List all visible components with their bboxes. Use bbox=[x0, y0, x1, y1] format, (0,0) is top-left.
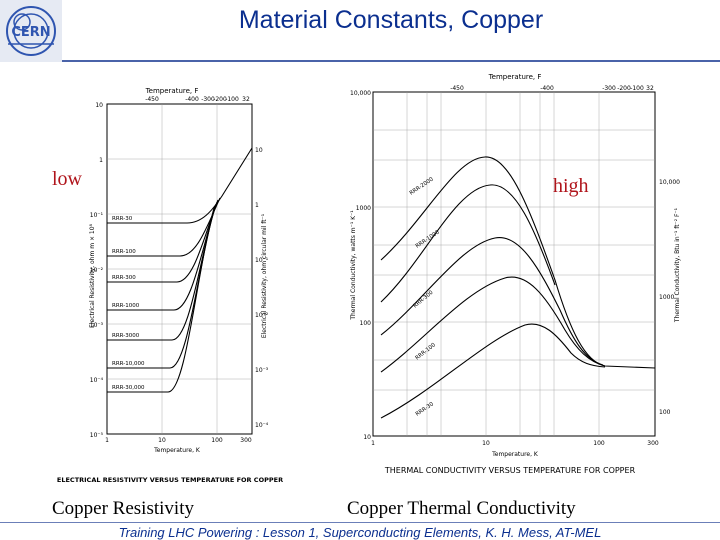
resistivity-curve-label: RRR-3000 bbox=[112, 333, 140, 339]
left-y-tick: 10⁻³ bbox=[90, 322, 104, 329]
footer-rule bbox=[0, 522, 720, 523]
right-y-tick: 1000 bbox=[356, 205, 371, 212]
high-label: high bbox=[553, 175, 589, 197]
left-y-tick: 10⁻¹ bbox=[90, 212, 104, 219]
left-y-tick: 10⁻² bbox=[90, 267, 104, 274]
left-y2-axis-label: Electrical Resistivity, ohm circular mil… bbox=[261, 213, 268, 338]
left-y-tick: 10⁻⁵ bbox=[90, 432, 104, 439]
right-top-tick: -400 bbox=[540, 85, 554, 92]
right-x-tick: 1 bbox=[371, 440, 375, 447]
right-y-tick: 100 bbox=[360, 320, 372, 327]
conductivity-curve-label: RRR-2000 bbox=[409, 176, 435, 196]
right-top-tick: -450 bbox=[450, 85, 464, 92]
title-underline bbox=[62, 60, 720, 62]
left-y2-tick: 10 bbox=[255, 147, 263, 154]
left-x-axis-label: Temperature, K bbox=[153, 447, 201, 454]
left-y2-tick: 10⁻² bbox=[255, 312, 269, 319]
resistivity-figure: Temperature, F -450 -400 -300 -200 -100 … bbox=[57, 87, 283, 484]
left-y2-tick: 10⁻³ bbox=[255, 367, 269, 374]
conductivity-figure: Temperature, F -450 -400 -300 -200 -100 … bbox=[350, 73, 681, 475]
title-bar bbox=[62, 0, 720, 60]
left-top-tick: -100 bbox=[225, 96, 239, 103]
conductivity-curve-label: RRR-300 bbox=[412, 289, 434, 309]
right-y-tick: 10,000 bbox=[350, 90, 371, 97]
conductivity-curve-label: RRR-1000 bbox=[415, 229, 441, 249]
footer-text: Training LHC Powering : Lesson 1, Superc… bbox=[118, 525, 602, 540]
right-y-tick: 10 bbox=[363, 434, 371, 441]
left-y-axis-label: Electrical Resistivity, ohm m × 10⁸ bbox=[89, 223, 96, 327]
left-x-tick: 10 bbox=[158, 437, 166, 444]
left-y-tick: 1 bbox=[99, 157, 103, 164]
left-y-tick: 10⁻⁴ bbox=[90, 377, 104, 384]
conductivity-curve-label: RRR-100 bbox=[415, 342, 438, 362]
right-top-axis-title: Temperature, F bbox=[488, 73, 542, 81]
right-top-tick: -100 bbox=[630, 85, 644, 92]
left-y-tick: 10 bbox=[95, 102, 103, 109]
conductivity-curve-label: RRR-30 bbox=[415, 401, 436, 418]
resistivity-curve-label: RRR-30,000 bbox=[112, 385, 145, 391]
right-figure-caption: THERMAL CONDUCTIVITY VERSUS TEMPERATURE … bbox=[384, 466, 636, 475]
resistivity-caption: Copper Resistivity bbox=[52, 498, 194, 519]
left-top-tick: 32 bbox=[242, 96, 250, 103]
right-plot-frame bbox=[372, 91, 656, 437]
resistivity-curve-label: RRR-30 bbox=[112, 216, 133, 222]
left-x-tick: 300 bbox=[240, 437, 252, 444]
right-y2-tick: 100 bbox=[659, 409, 671, 416]
left-y2-tick: 1 bbox=[255, 202, 259, 209]
left-figure-caption: ELECTRICAL RESISTIVITY VERSUS TEMPERATUR… bbox=[57, 476, 283, 484]
right-x-tick: 100 bbox=[593, 440, 605, 447]
left-x-tick: 100 bbox=[211, 437, 223, 444]
cern-logo-icon: CERN bbox=[6, 6, 56, 56]
right-y2-tick: 1000 bbox=[659, 294, 674, 301]
left-top-tick: -400 bbox=[185, 96, 199, 103]
left-y2-tick: 10⁻¹ bbox=[255, 257, 269, 264]
right-top-tick: -200 bbox=[617, 85, 631, 92]
conductivity-caption: Copper Thermal Conductivity bbox=[347, 498, 576, 519]
conductivity-curves bbox=[380, 156, 656, 419]
left-top-tick: -300 bbox=[201, 96, 215, 103]
logo-text: CERN bbox=[11, 25, 50, 40]
right-x-tick: 300 bbox=[647, 440, 659, 447]
left-y2-tick: 10⁻⁴ bbox=[255, 422, 269, 429]
right-y2-axis-label: Thermal Conductivity, Btu in⁻¹ ft⁻² F⁻¹ bbox=[674, 207, 681, 323]
resistivity-curve-label: RRR-300 bbox=[112, 275, 136, 281]
cern-logo: CERN bbox=[0, 0, 62, 62]
resistivity-curve-label: RRR-100 bbox=[112, 249, 136, 255]
right-y-axis-label: Thermal Conductivity, watts m⁻¹ K⁻¹ bbox=[350, 210, 357, 321]
resistivity-curve-label: RRR-10,000 bbox=[112, 361, 145, 367]
right-top-tick: -300 bbox=[602, 85, 616, 92]
right-top-tick: 32 bbox=[646, 85, 654, 92]
left-top-tick: -450 bbox=[145, 96, 159, 103]
right-x-tick: 10 bbox=[482, 440, 490, 447]
slide-title: Material Constants, Copper bbox=[238, 6, 544, 34]
low-label: low bbox=[52, 168, 82, 190]
left-top-tick: -200 bbox=[213, 96, 227, 103]
resistivity-curves bbox=[107, 147, 253, 393]
left-top-axis-title: Temperature, F bbox=[145, 87, 199, 95]
resistivity-curve-label: RRR-1000 bbox=[112, 303, 140, 309]
right-x-axis-label: Temperature, K bbox=[491, 451, 539, 458]
right-y2-tick: 10,000 bbox=[659, 179, 680, 186]
left-x-tick: 1 bbox=[105, 437, 109, 444]
